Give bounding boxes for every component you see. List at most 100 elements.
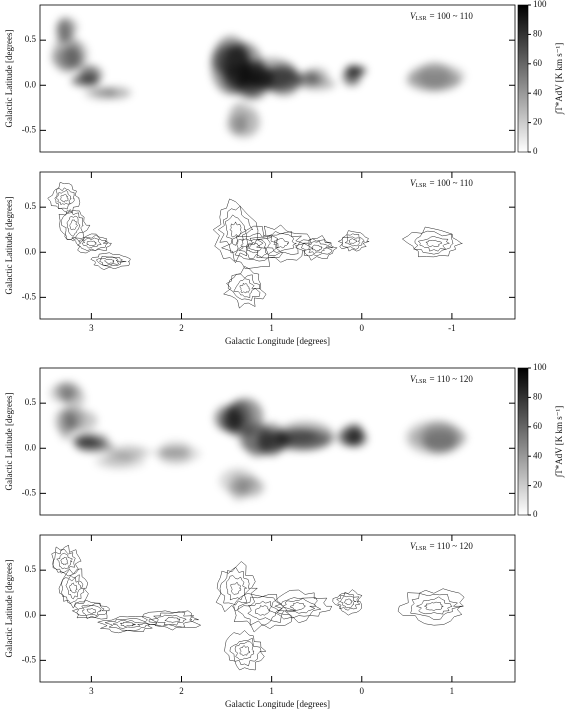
emission — [59, 46, 84, 71]
contour — [282, 598, 316, 614]
contour — [397, 588, 465, 626]
contour — [255, 231, 306, 256]
colorbar-tick-label: 20 — [533, 480, 543, 490]
contour — [237, 596, 285, 627]
contour — [61, 574, 85, 604]
annotation-v: V — [410, 374, 417, 384]
annotation: VLSR = 110 ~ 120 — [410, 541, 473, 552]
emission — [342, 67, 362, 87]
contour — [226, 575, 248, 601]
contour — [81, 237, 102, 249]
panel: 0.5 0.0 -0.5 3 2 1 0 -1 Galactic Longitude [degr… — [4, 171, 516, 346]
y-tick-label: 0.5 — [25, 201, 37, 211]
emission — [266, 63, 302, 97]
contour — [412, 230, 454, 255]
plot-frame — [39, 367, 516, 516]
contour — [290, 602, 307, 611]
contour — [266, 233, 298, 253]
y-axis-label: Galactic Latitude [degrees] — [4, 30, 14, 128]
annotation: VLSR = 100 ~ 110 — [410, 178, 473, 189]
contour — [273, 238, 289, 249]
contour — [295, 235, 338, 261]
contour — [66, 215, 81, 237]
emission — [276, 428, 317, 444]
contour — [71, 599, 110, 620]
y-tick-label: -0.5 — [22, 124, 37, 134]
contour — [90, 252, 131, 270]
x-axis-label: Galactic Longitude [degrees] — [225, 699, 330, 709]
annotation-sub: LSR — [416, 379, 427, 385]
colorbar-tick-label: 60 — [533, 58, 543, 68]
colorbar-label: ∫T*AdV [K km s⁻¹] — [554, 43, 565, 116]
contour — [233, 593, 296, 633]
contour — [410, 592, 464, 620]
contour — [233, 278, 257, 298]
contour — [54, 187, 75, 210]
annotation: VLSR = 100 ~ 110 — [410, 11, 473, 22]
contour — [215, 561, 259, 613]
contour — [212, 198, 259, 264]
emission — [58, 381, 82, 403]
contour — [148, 611, 195, 629]
contour — [120, 621, 136, 627]
emission — [72, 74, 101, 86]
emission-map — [51, 17, 466, 139]
contour — [234, 232, 279, 262]
contour — [69, 219, 78, 231]
contour — [96, 616, 158, 634]
contour — [344, 236, 361, 247]
x-tick-label: -1 — [448, 323, 456, 333]
contour — [142, 610, 202, 631]
colorbar-tick-label: 40 — [533, 87, 543, 97]
contour — [239, 645, 251, 656]
contour — [58, 568, 89, 609]
emission — [220, 409, 244, 433]
contour — [60, 556, 69, 566]
annotation-v: V — [410, 11, 417, 21]
contour — [230, 581, 242, 595]
colorbar-tick-label: 20 — [533, 117, 543, 127]
contour — [341, 233, 365, 250]
contour — [274, 597, 322, 619]
contour — [52, 548, 76, 574]
contour — [86, 240, 97, 246]
contour — [348, 238, 358, 244]
x-tick-label: 2 — [179, 686, 184, 696]
annotation-v: V — [410, 178, 417, 188]
panel: 0.5 0.0 -0.5 3 2 1 0 1 Galactic Longitude [degre… — [4, 534, 516, 709]
colorbar-tick-label: 0 — [533, 146, 538, 156]
contour — [71, 233, 112, 254]
contour — [55, 189, 72, 205]
emission — [228, 101, 259, 139]
emission-map — [49, 381, 467, 502]
annotation-text: = 100 ~ 110 — [430, 11, 474, 21]
contour — [86, 608, 97, 614]
annotation-sub: LSR — [416, 16, 427, 22]
colorbar-label: ∫T*AdV [K km s⁻¹] — [554, 406, 565, 479]
emission — [72, 434, 98, 446]
y-axis-label: Galactic Latitude [degrees] — [4, 393, 14, 491]
annotation-v: V — [410, 541, 417, 551]
colorbar — [517, 4, 529, 153]
emission — [151, 447, 191, 457]
plot-frame — [39, 4, 516, 153]
contour — [227, 273, 261, 301]
contour — [332, 589, 363, 616]
emission — [103, 453, 135, 466]
y-tick-label: 0.0 — [25, 442, 37, 452]
contour — [224, 630, 267, 671]
contour — [47, 181, 81, 214]
colorbar-tick-label: 100 — [533, 0, 547, 9]
contour — [99, 256, 120, 266]
x-tick-label: 2 — [179, 323, 184, 333]
contour — [96, 255, 127, 267]
contour — [300, 238, 334, 257]
y-tick-label: 0.5 — [25, 34, 37, 44]
emission — [104, 86, 133, 99]
x-tick-label: 1 — [450, 686, 455, 696]
contour — [337, 230, 370, 252]
y-tick-label: -0.5 — [22, 654, 37, 664]
contour — [69, 582, 78, 594]
y-tick-label: 0.0 — [25, 609, 37, 619]
